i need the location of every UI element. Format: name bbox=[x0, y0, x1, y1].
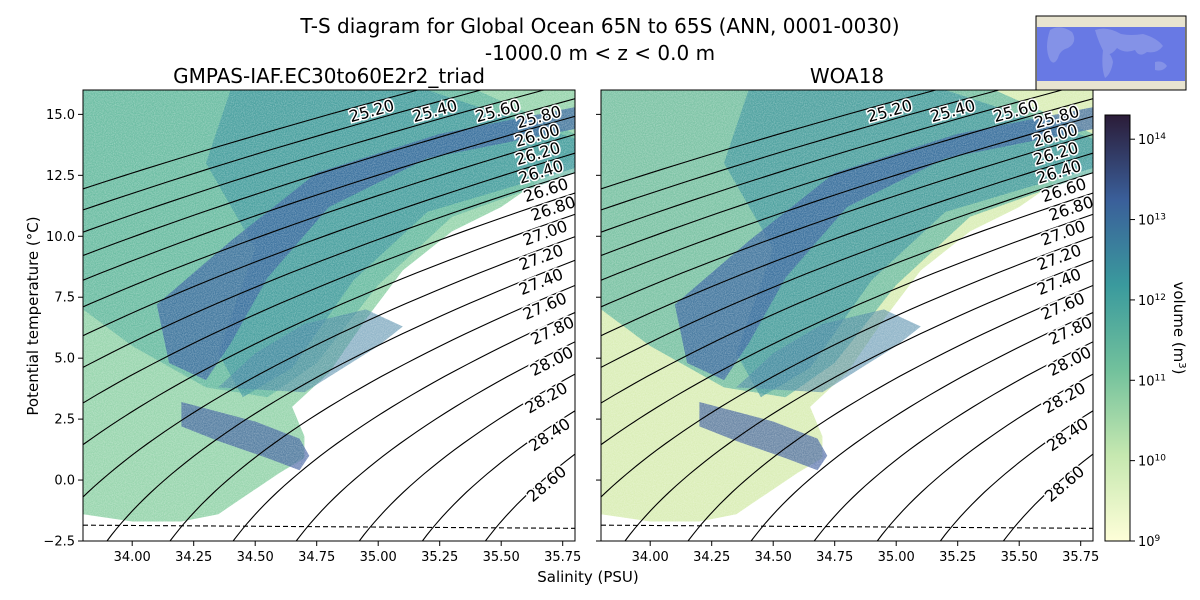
ts-grain-texture bbox=[83, 90, 575, 541]
left-y-ticks: −2.5 0.0 2.5 5.0 7.5 10.0 12.5 15.0 bbox=[43, 108, 83, 550]
density-contour-line bbox=[687, 284, 1093, 541]
y-tick-label: 2.5 bbox=[54, 413, 75, 428]
x-tick-label: 34.75 bbox=[298, 550, 335, 565]
density-contour-line bbox=[83, 236, 575, 498]
x-tick-label: 34.25 bbox=[175, 550, 212, 565]
density-contour-line bbox=[601, 90, 1000, 211]
density-contour-line bbox=[601, 133, 1093, 308]
density-contour-line bbox=[83, 172, 575, 369]
density-contour-line bbox=[601, 236, 1093, 498]
y-axis-label: Potential temperature (°C) bbox=[24, 216, 42, 415]
density-contour-line bbox=[1002, 453, 1093, 541]
colorbar-tick-label: 1013 bbox=[1138, 213, 1166, 229]
density-contour-line bbox=[601, 90, 1063, 233]
density-contour-line bbox=[601, 192, 1093, 404]
density-contour-line bbox=[83, 90, 482, 211]
colorbar-gradient bbox=[1104, 114, 1131, 542]
density-contour-line bbox=[601, 98, 1093, 257]
x-tick-label: 35.75 bbox=[1062, 550, 1099, 565]
figure-title: T-S diagram for Global Ocean 65N to 65S … bbox=[299, 14, 899, 38]
density-contour-line bbox=[601, 115, 1093, 281]
x-tick-label: 35.75 bbox=[544, 550, 581, 565]
colorbar-label: volume (m3) bbox=[1170, 281, 1188, 374]
density-contour-line bbox=[601, 152, 1093, 337]
colorbar: 109 1010 1011 1012 1013 1014 volume (m3) bbox=[1104, 114, 1188, 550]
x-tick-label: 35.50 bbox=[1001, 550, 1038, 565]
x-tick-label: 34.75 bbox=[816, 550, 853, 565]
density-contour-line bbox=[601, 172, 1093, 369]
density-contour-line bbox=[232, 311, 575, 541]
density-contour-line bbox=[106, 259, 575, 541]
left-panel: 25.20 25.40 25.6025.8026.0026.2026.4026.60… bbox=[43, 89, 581, 565]
x-tick-label: 35.00 bbox=[360, 550, 397, 565]
colorbar-tick-label: 1010 bbox=[1138, 454, 1166, 470]
colorbar-tick-label: 1011 bbox=[1138, 373, 1166, 389]
density-contour-line bbox=[750, 311, 1093, 541]
colorbar-tick-label: 109 bbox=[1138, 534, 1161, 550]
density-contour-line bbox=[601, 90, 936, 190]
x-axis-label: Salinity (PSU) bbox=[537, 568, 639, 586]
density-contour-line bbox=[83, 133, 575, 308]
density-contour-line bbox=[876, 373, 1093, 541]
density-contour-line bbox=[358, 373, 575, 541]
density-contour-line bbox=[83, 213, 575, 446]
world-map-inset bbox=[1035, 15, 1187, 91]
density-contour-line bbox=[83, 90, 418, 190]
y-tick-label: 12.5 bbox=[46, 169, 75, 184]
density-contour-line bbox=[813, 341, 1093, 541]
ts-grain-texture bbox=[601, 90, 1093, 541]
y-tick-label: −2.5 bbox=[43, 535, 75, 550]
y-tick-label: 0.0 bbox=[54, 474, 75, 489]
right-x-ticks: 34.00 34.25 34.50 34.75 35.00 35.25 35.50 35.75 bbox=[632, 541, 1099, 565]
left-ts-density bbox=[83, 90, 575, 541]
colorbar-tick-label: 1012 bbox=[1138, 293, 1166, 309]
x-tick-label: 35.50 bbox=[483, 550, 520, 565]
density-contour-line bbox=[601, 213, 1093, 446]
x-tick-label: 34.00 bbox=[632, 550, 669, 565]
density-contour-line bbox=[939, 410, 1093, 541]
figure-subtitle: -1000.0 m < z < 0.0 m bbox=[485, 41, 715, 65]
density-contour-line bbox=[83, 98, 575, 257]
x-tick-label: 34.50 bbox=[755, 550, 792, 565]
colorbar-ticks: 109 1010 1011 1012 1013 1014 bbox=[1130, 132, 1166, 550]
x-tick-label: 34.00 bbox=[114, 550, 151, 565]
density-contour-line bbox=[169, 284, 575, 541]
density-contour-line bbox=[83, 90, 545, 233]
right-panel-title: WOA18 bbox=[810, 64, 884, 88]
density-contour-line bbox=[484, 453, 575, 541]
density-contour-line bbox=[83, 115, 575, 281]
y-tick-label: 5.0 bbox=[54, 352, 75, 367]
y-tick-label: 10.0 bbox=[46, 230, 75, 245]
y-tick-label: 7.5 bbox=[54, 291, 75, 306]
density-contour-line bbox=[421, 410, 575, 541]
right-panel: 25.20 25.40 25.6025.8026.0026.2026.4026.60… bbox=[596, 89, 1099, 565]
x-tick-label: 35.00 bbox=[878, 550, 915, 565]
freezing-point-line bbox=[601, 524, 1093, 529]
right-y-ticks bbox=[596, 113, 601, 542]
density-contour-line bbox=[624, 259, 1093, 541]
x-tick-label: 35.25 bbox=[939, 550, 976, 565]
x-tick-label: 34.25 bbox=[693, 550, 730, 565]
y-tick-label: 15.0 bbox=[46, 108, 75, 123]
density-contour-line bbox=[295, 341, 575, 541]
right-ts-density bbox=[601, 90, 1093, 541]
x-tick-label: 35.25 bbox=[421, 550, 458, 565]
density-contour-line bbox=[83, 152, 575, 337]
colorbar-tick-label: 1014 bbox=[1138, 132, 1166, 148]
left-panel-title: GMPAS-IAF.EC30to60E2r2_triad bbox=[173, 64, 485, 88]
freezing-point-line bbox=[83, 524, 575, 529]
x-tick-label: 34.50 bbox=[237, 550, 274, 565]
left-x-ticks: 34.00 34.25 34.50 34.75 35.00 35.25 35.50 35.75 bbox=[114, 541, 581, 565]
density-contour-line bbox=[83, 192, 575, 404]
